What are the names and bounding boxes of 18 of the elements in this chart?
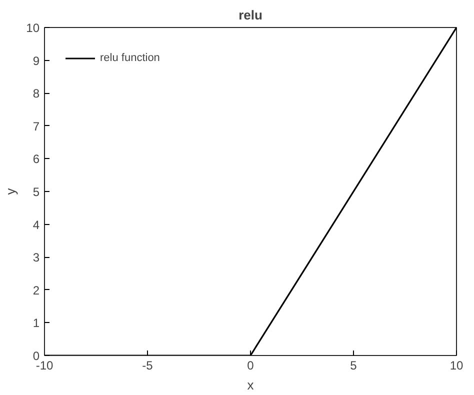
y-tick-label: 6 [32,152,40,166]
legend-label: relu function [100,52,160,64]
x-tick-label: 5 [350,358,358,372]
y-tick-label: 7 [32,119,40,134]
y-tick-label: 2 [32,283,40,298]
y-tick-label: 9 [32,54,40,68]
y-tick-label: 4 [32,218,40,232]
x-axis-title: x [247,378,254,392]
y-tick-label: 1 [32,316,40,330]
y-tick-label: 3 [32,250,40,265]
y-tick-label: 5 [32,185,40,199]
y-axis-title: y [3,188,18,195]
x-tick-label: 0 [247,358,254,372]
chart-title: relu [238,8,262,22]
y-tick-label: 10 [26,21,40,35]
y-tick-label: 8 [32,86,40,101]
x-tick-label: 10 [450,358,464,372]
x-tick-label: -5 [142,358,154,372]
